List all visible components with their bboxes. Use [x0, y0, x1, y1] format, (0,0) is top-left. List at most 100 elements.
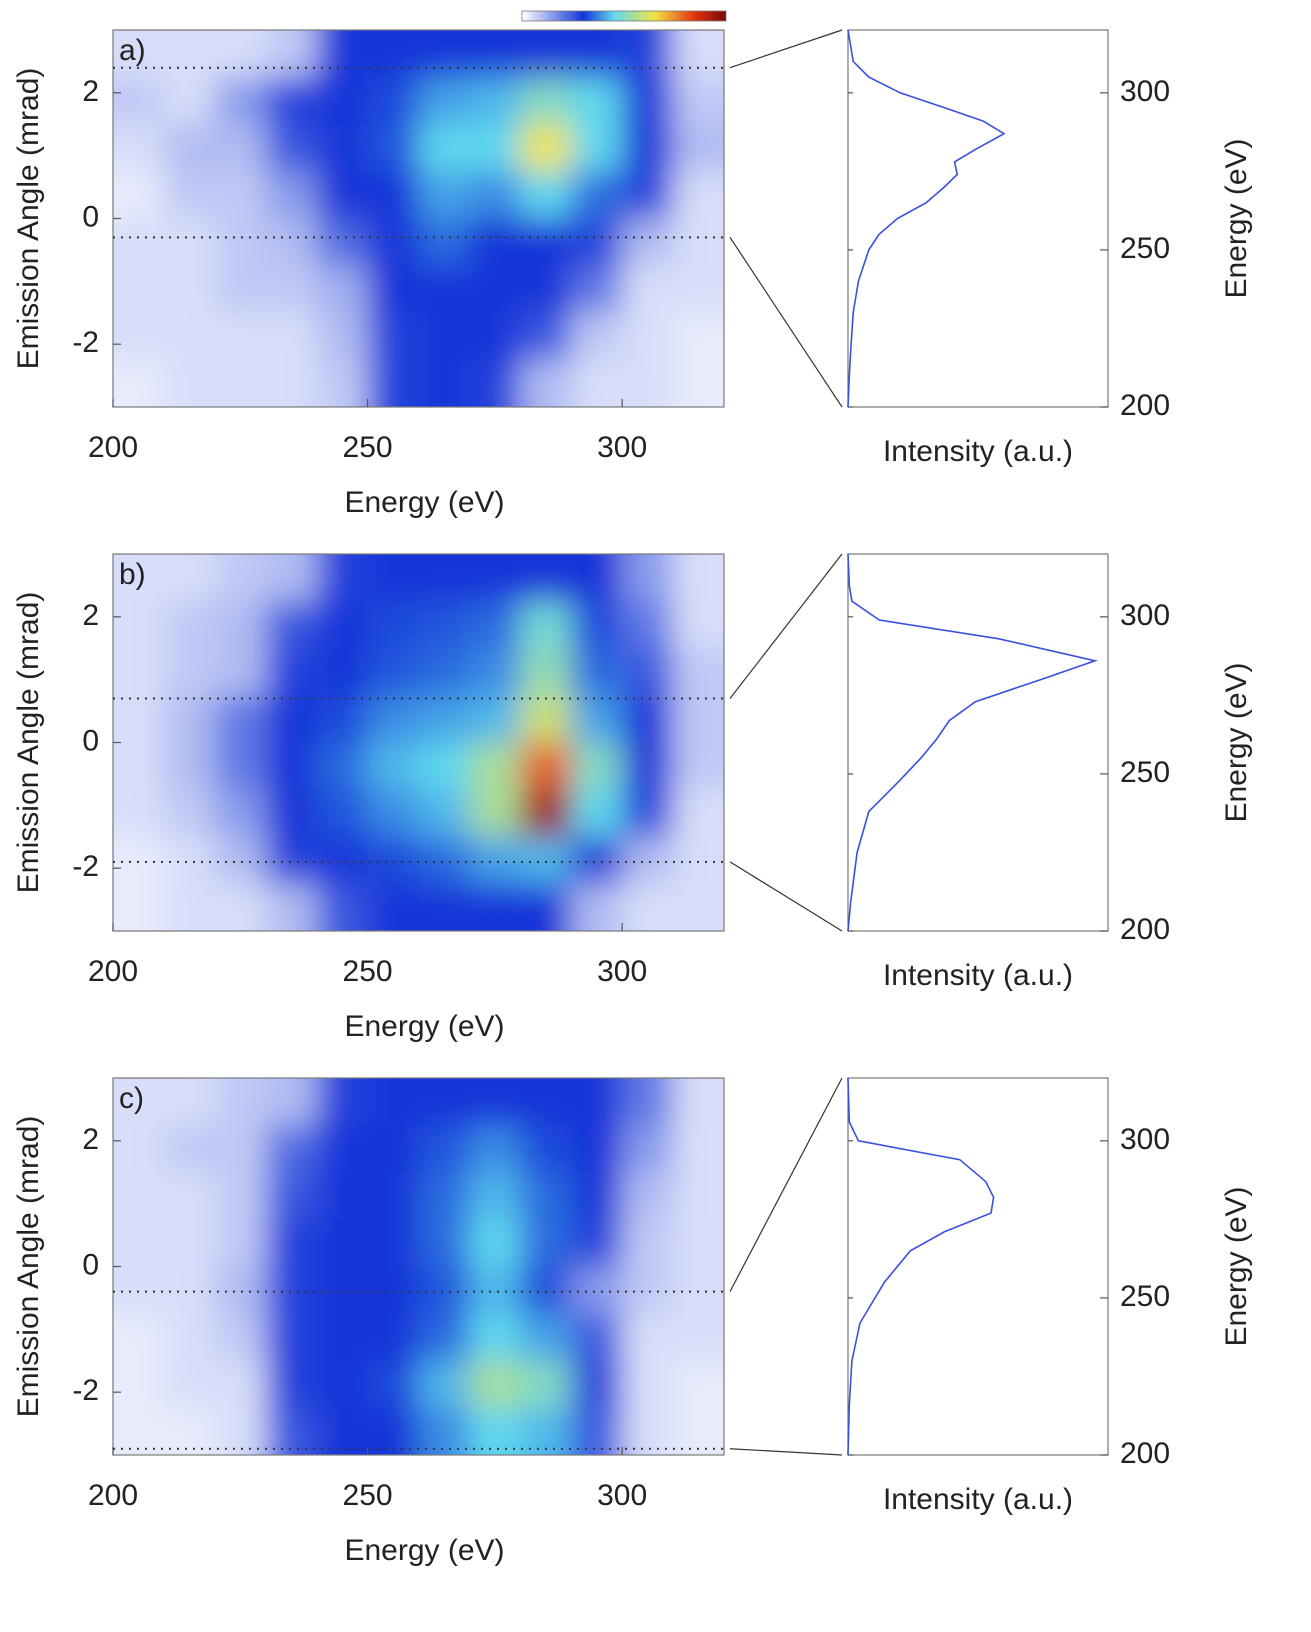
heatmap-cell	[113, 171, 165, 219]
heatmap-cell	[316, 1172, 369, 1220]
heatmap-cell	[113, 1407, 165, 1455]
heatmap-cell	[622, 742, 674, 791]
heatmap-cell	[113, 124, 165, 172]
heatmap-cell	[265, 554, 318, 602]
heatmap-cell	[622, 1125, 674, 1173]
heatmap-cell	[571, 1266, 623, 1315]
connector-line	[729, 1448, 843, 1456]
heatmap-cell	[214, 265, 267, 314]
heatmap-cell	[469, 1313, 521, 1362]
heatmap-cell	[163, 554, 216, 602]
x-axis-label: Energy (eV)	[344, 486, 504, 519]
heatmap-cell	[163, 1125, 216, 1173]
heatmap-cell	[469, 742, 521, 791]
heatmap-cell	[214, 312, 267, 361]
heatmap-cell	[367, 1078, 419, 1126]
heatmap-cell	[418, 1313, 470, 1362]
heatmap-cell	[571, 1078, 623, 1126]
x-tick-label: 250	[343, 1479, 393, 1512]
heatmap-cell	[214, 359, 267, 407]
heatmap-cell	[113, 218, 165, 267]
heatmap-cell	[214, 883, 267, 931]
heatmap-cell	[163, 601, 216, 649]
heatmap-cell	[673, 1266, 724, 1315]
heatmap-cell	[113, 883, 165, 931]
colorbar	[521, 10, 727, 22]
heatmap-cell	[418, 648, 470, 696]
heatmap-cell	[316, 1266, 369, 1315]
heatmap-cell	[520, 1266, 572, 1315]
heatmap-cell	[418, 265, 470, 314]
heatmap-cell	[469, 1219, 521, 1267]
heatmap-cell	[367, 695, 419, 743]
heatmap-cell	[673, 554, 724, 602]
heatmap-cell	[622, 359, 674, 407]
heatmap-cell	[673, 218, 724, 267]
heatmap-cell	[163, 1172, 216, 1220]
heatmap-cell	[265, 77, 318, 125]
heatmap-cell	[265, 836, 318, 885]
heatmap-cell	[367, 789, 419, 838]
heatmap-cell	[367, 171, 419, 219]
heatmap-cell	[265, 1172, 318, 1220]
heatmap-cell	[367, 1407, 419, 1455]
heatmap-cell	[265, 124, 318, 172]
heatmap-cell	[418, 1219, 470, 1267]
heatmap-cell	[113, 1360, 165, 1409]
heatmap-cell	[265, 30, 318, 78]
heatmap-cell	[520, 789, 572, 838]
heatmap-cell	[469, 1360, 521, 1409]
heatmap-cell	[622, 77, 674, 125]
heatmap-cell	[469, 77, 521, 125]
heatmap-cell	[673, 742, 724, 791]
heatmap-cell	[520, 1078, 572, 1126]
heatmap-cell	[673, 648, 724, 696]
connector-line	[729, 1077, 843, 1292]
heatmap-cell	[520, 265, 572, 314]
heatmap-cell	[520, 695, 572, 743]
heatmap-cell	[214, 601, 267, 649]
y-tick-label: 300	[1120, 1123, 1170, 1156]
heatmap-cell	[673, 1313, 724, 1362]
heatmap-cell	[265, 789, 318, 838]
heatmap-cell	[571, 836, 623, 885]
heatmap-cell	[316, 124, 369, 172]
heatmap-cell	[316, 1407, 369, 1455]
heatmap-cell	[622, 1078, 674, 1126]
heatmap-cell	[469, 1266, 521, 1315]
heatmap-cell	[113, 1219, 165, 1267]
heatmap-cell	[571, 695, 623, 743]
heatmap-cell	[113, 836, 165, 885]
heatmap-cell	[113, 742, 165, 791]
heatmap-cell	[469, 171, 521, 219]
heatmap-cell	[469, 1172, 521, 1220]
heatmap-cell	[214, 789, 267, 838]
heatmap-cell	[622, 789, 674, 838]
heatmap-cell	[520, 1219, 572, 1267]
heatmap-cell	[163, 1266, 216, 1315]
heatmap-cells	[113, 30, 724, 407]
heatmap-cell	[520, 77, 572, 125]
heatmap-cell	[469, 312, 521, 361]
heatmap-cell	[418, 1125, 470, 1173]
heatmap-cell	[469, 30, 521, 78]
heatmap-cell	[418, 1172, 470, 1220]
heatmap-cell	[622, 554, 674, 602]
heatmap-cell	[163, 312, 216, 361]
heatmap-cell	[367, 265, 419, 314]
heatmap	[113, 30, 724, 407]
heatmap-cell	[622, 1313, 674, 1362]
heatmap-cell	[469, 265, 521, 314]
heatmap-cell	[113, 554, 165, 602]
y-tick-label: 300	[1120, 75, 1170, 108]
heatmap-cell	[418, 171, 470, 219]
heatmap-cell	[571, 1125, 623, 1173]
heatmap-cell	[316, 695, 369, 743]
heatmap-cell	[316, 789, 369, 838]
heatmap-cell	[265, 265, 318, 314]
y-tick-label: -2	[72, 326, 99, 359]
heatmap-cell	[367, 218, 419, 267]
heatmap-cell	[163, 789, 216, 838]
heatmap-cell	[520, 1172, 572, 1220]
heatmap-cell	[418, 601, 470, 649]
